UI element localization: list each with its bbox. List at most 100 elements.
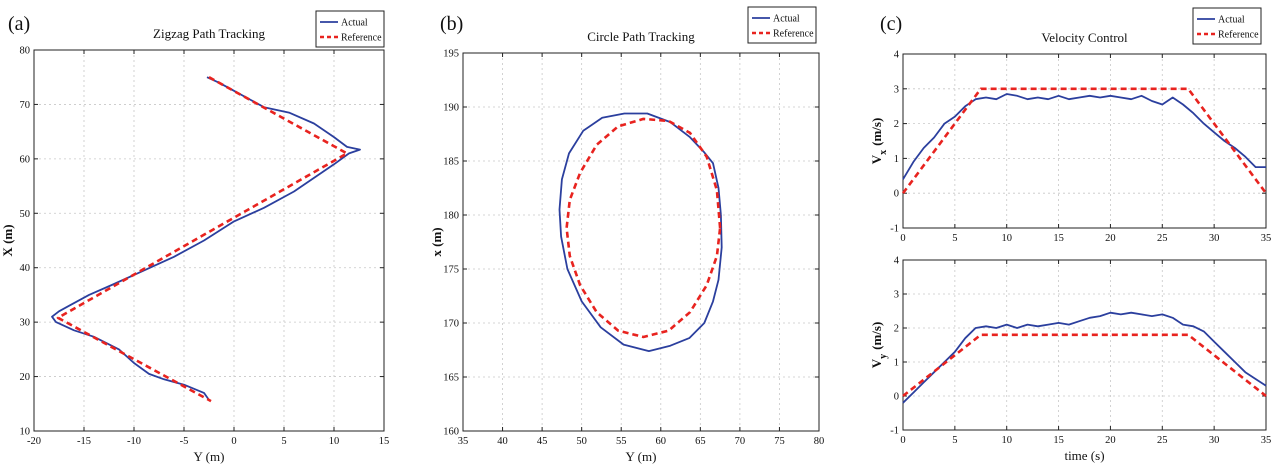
series-line-reference bbox=[901, 87, 1268, 194]
y-tick-label: 165 bbox=[443, 373, 459, 384]
y-tick-label: 4 bbox=[894, 50, 900, 61]
chart-b: 35 40 45 50 55 60 65 70 75 80 160 165 170 175 180 185 19… bbox=[429, 6, 825, 464]
y-axis-label: Vy (m/s) bbox=[869, 322, 889, 369]
x-tick-label: 45 bbox=[537, 436, 548, 447]
plot-frame bbox=[33, 49, 385, 432]
x-tick-label: 55 bbox=[616, 436, 627, 447]
legend-label-reference: Reference bbox=[341, 33, 382, 44]
x-tick-label: -5 bbox=[180, 436, 189, 447]
chart-a: -20 -15 -10 -5 0 5 10 15 10 20 30 40 50 60 70 80 Zigzag … bbox=[0, 10, 390, 464]
y-tick-label: 50 bbox=[20, 209, 31, 220]
y-tick-label: 160 bbox=[443, 427, 459, 438]
x-tick-label: 75 bbox=[774, 436, 785, 447]
legend: Actual Reference bbox=[1192, 7, 1262, 45]
y-tick-label: 3 bbox=[894, 84, 899, 95]
x-axis-label: Y (m) bbox=[194, 449, 225, 464]
legend-label-reference: Reference bbox=[773, 29, 814, 40]
x-tick-label: 0 bbox=[900, 435, 905, 446]
x-tick-label: -15 bbox=[77, 436, 91, 447]
legend: Actual Reference bbox=[747, 6, 817, 44]
x-axis-label: time (s) bbox=[1064, 448, 1104, 463]
chart-title: Velocity Control bbox=[1041, 30, 1128, 45]
y-tick-label: 1 bbox=[894, 358, 899, 369]
plot-frame bbox=[902, 53, 1267, 229]
chart-title: Zigzag Path Tracking bbox=[153, 26, 265, 41]
x-tick-label: 50 bbox=[576, 436, 587, 447]
y-tick-label: 30 bbox=[20, 318, 31, 329]
y-tick-label: -1 bbox=[890, 224, 899, 235]
y-tick-label: 10 bbox=[20, 427, 31, 438]
legend-box bbox=[1192, 7, 1262, 45]
x-tick-label: 15 bbox=[1053, 435, 1064, 446]
x-tick-label: -20 bbox=[27, 436, 41, 447]
y-axis-label-unit: (m/s) bbox=[869, 322, 884, 350]
x-tick-label: 20 bbox=[1105, 233, 1116, 244]
y-tick-label: 70 bbox=[20, 100, 31, 111]
y-axis-label-main: V bbox=[869, 154, 884, 164]
y-axis-label: x (m) bbox=[429, 227, 444, 256]
x-tick-label: 5 bbox=[952, 233, 957, 244]
y-tick-label: 40 bbox=[20, 263, 31, 274]
legend-label-reference: Reference bbox=[1218, 30, 1259, 41]
chart-title: Circle Path Tracking bbox=[587, 29, 695, 44]
y-tick-label: 195 bbox=[443, 49, 459, 60]
y-tick-label: 170 bbox=[443, 319, 459, 330]
x-tick-label: -10 bbox=[127, 436, 141, 447]
series-line-reference bbox=[56, 76, 349, 403]
x-tick-label: 0 bbox=[231, 436, 236, 447]
x-tick-label: 15 bbox=[379, 436, 390, 447]
y-tick-label: 0 bbox=[894, 392, 899, 403]
series-line-actual bbox=[902, 93, 1266, 180]
y-tick-label: 3 bbox=[894, 290, 899, 301]
x-tick-label: 65 bbox=[695, 436, 706, 447]
y-axis-label-unit: (m/s) bbox=[869, 118, 884, 146]
x-tick-label: 5 bbox=[952, 435, 957, 446]
y-axis-label: Vx (m/s) bbox=[869, 118, 889, 165]
y-tick-label: 80 bbox=[20, 46, 31, 57]
y-tick-label: 1 bbox=[894, 154, 899, 165]
y-axis-label-subscript: y bbox=[878, 354, 889, 359]
panel-label: (b) bbox=[440, 13, 463, 35]
x-tick-label: 0 bbox=[900, 233, 905, 244]
y-tick-label: 190 bbox=[443, 103, 459, 114]
legend-label-actual: Actual bbox=[1218, 15, 1245, 26]
series-line-reference bbox=[565, 117, 722, 339]
y-tick-label: -1 bbox=[890, 426, 899, 437]
x-tick-label: 35 bbox=[458, 436, 469, 447]
x-tick-label: 80 bbox=[814, 436, 825, 447]
y-tick-label: 20 bbox=[20, 372, 31, 383]
x-tick-label: 30 bbox=[1209, 233, 1220, 244]
plot-frame bbox=[902, 259, 1267, 431]
x-tick-label: 35 bbox=[1261, 233, 1272, 244]
x-tick-label: 35 bbox=[1261, 435, 1272, 446]
y-axis-label-subscript: x bbox=[878, 150, 889, 155]
x-tick-label: 60 bbox=[656, 436, 667, 447]
y-tick-label: 2 bbox=[894, 324, 899, 335]
panel-label: (a) bbox=[8, 13, 30, 35]
y-axis-label-main: V bbox=[869, 358, 884, 368]
legend-label-actual: Actual bbox=[341, 18, 368, 29]
x-tick-label: 10 bbox=[1001, 435, 1012, 446]
series-line-actual bbox=[51, 76, 361, 401]
x-tick-label: 25 bbox=[1157, 435, 1168, 446]
legend-box bbox=[747, 6, 817, 44]
x-axis-label: Y (m) bbox=[626, 449, 657, 464]
y-tick-label: 175 bbox=[443, 265, 459, 276]
legend-label-actual: Actual bbox=[773, 14, 800, 25]
x-tick-label: 10 bbox=[329, 436, 340, 447]
x-tick-label: 15 bbox=[1053, 233, 1064, 244]
x-tick-label: 40 bbox=[497, 436, 508, 447]
x-tick-label: 25 bbox=[1157, 233, 1168, 244]
legend: Actual Reference bbox=[315, 10, 385, 48]
series-line-actual bbox=[902, 311, 1267, 404]
plot-frame bbox=[462, 52, 820, 432]
series-line-actual bbox=[558, 112, 723, 353]
legend-box bbox=[315, 10, 385, 48]
x-tick-label: 5 bbox=[281, 436, 286, 447]
panel-label: (c) bbox=[880, 13, 902, 35]
y-tick-label: 180 bbox=[443, 211, 459, 222]
series-line-reference bbox=[902, 333, 1267, 398]
